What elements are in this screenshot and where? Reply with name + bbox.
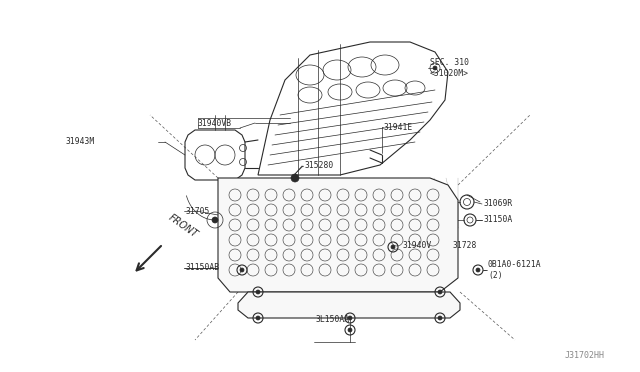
Text: 0B1A0-6121A
(2): 0B1A0-6121A (2) [488, 260, 541, 280]
Circle shape [438, 290, 442, 294]
Text: 31940VB: 31940VB [198, 119, 232, 128]
Text: 31705: 31705 [186, 206, 211, 215]
Text: 31150A: 31150A [484, 215, 513, 224]
Text: 31943M: 31943M [66, 138, 95, 147]
Text: 315280: 315280 [305, 161, 334, 170]
Text: J31702HH: J31702HH [565, 350, 605, 359]
Text: 31069R: 31069R [484, 199, 513, 208]
Polygon shape [218, 178, 458, 292]
Text: 31728: 31728 [453, 241, 477, 250]
Circle shape [438, 316, 442, 320]
Circle shape [476, 268, 480, 272]
Circle shape [291, 174, 299, 182]
Text: SEC. 310
<31020M>: SEC. 310 <31020M> [430, 58, 469, 78]
Circle shape [256, 290, 260, 294]
Text: 31940V: 31940V [403, 241, 432, 250]
Text: 31941E: 31941E [384, 122, 413, 131]
Circle shape [391, 245, 395, 249]
Circle shape [348, 328, 352, 332]
Circle shape [256, 316, 260, 320]
Circle shape [348, 316, 352, 320]
Text: 31150AB: 31150AB [186, 263, 220, 273]
Circle shape [433, 66, 437, 70]
Text: 3L150AA: 3L150AA [316, 315, 350, 324]
Circle shape [240, 268, 244, 272]
Text: FRONT: FRONT [167, 213, 200, 240]
Circle shape [212, 217, 218, 223]
Polygon shape [238, 292, 460, 318]
